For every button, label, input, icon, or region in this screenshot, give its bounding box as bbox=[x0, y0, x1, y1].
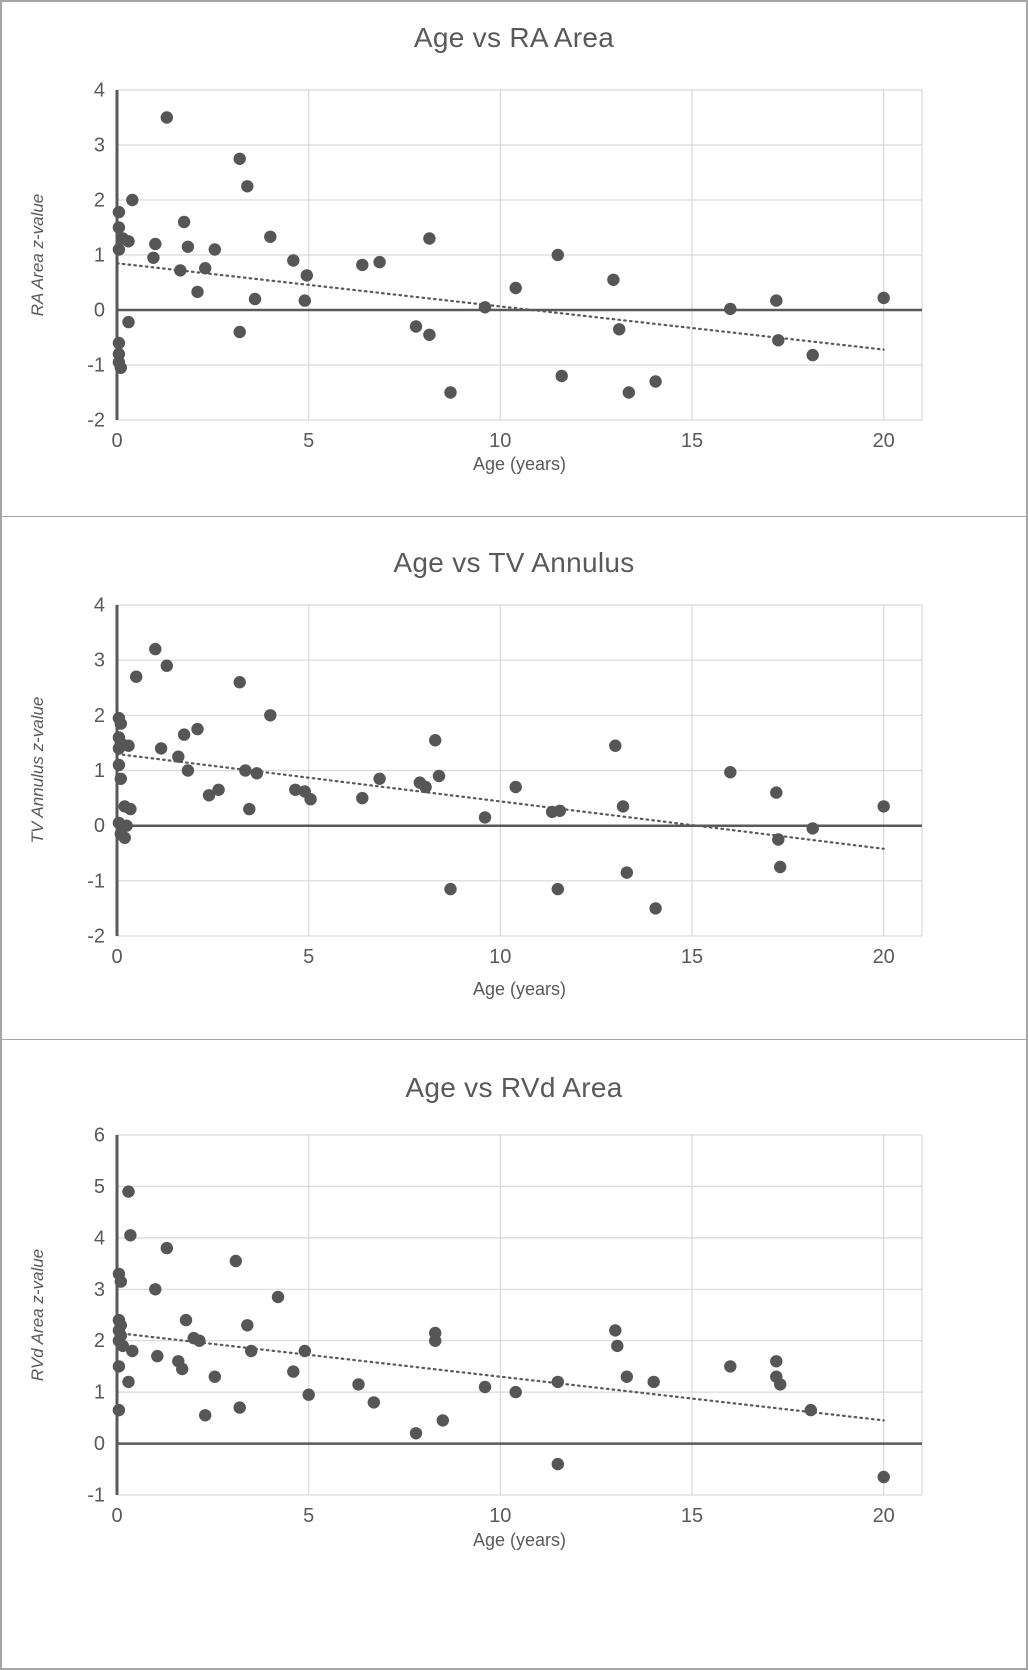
svg-text:5: 5 bbox=[303, 946, 314, 968]
svg-text:5: 5 bbox=[303, 1505, 314, 1527]
svg-text:1: 1 bbox=[94, 1382, 105, 1404]
svg-text:3: 3 bbox=[94, 1279, 105, 1301]
scatter-plot-ra-area: -2 -1 0 1 2 3 4 0 5 10 15 20 bbox=[87, 80, 923, 452]
svg-text:15: 15 bbox=[681, 946, 703, 968]
svg-text:1: 1 bbox=[94, 245, 105, 267]
scatter-plot-tv-annulus: -2 -1 0 1 2 3 4 0 5 10 15 20 bbox=[87, 595, 923, 968]
svg-text:6: 6 bbox=[94, 1125, 105, 1147]
x-axis-label-rvd-area: Age (years) bbox=[472, 1530, 567, 1550]
svg-text:-2: -2 bbox=[87, 926, 105, 948]
svg-text:5: 5 bbox=[303, 430, 314, 452]
svg-text:-1: -1 bbox=[87, 870, 105, 892]
svg-text:-2: -2 bbox=[87, 410, 105, 432]
svg-text:20: 20 bbox=[873, 1505, 895, 1527]
svg-text:20: 20 bbox=[873, 946, 895, 968]
chart-panel-age-vs-rvd-area: Age vs RVd Area RVd Area z-value -1 0 1 2 3 4… bbox=[2, 1040, 1026, 1666]
svg-text:-1: -1 bbox=[87, 355, 105, 377]
svg-text:0: 0 bbox=[111, 430, 122, 452]
x-axis-label-tv-annulus: Age (years) bbox=[472, 979, 567, 999]
y-axis-label-rvd-area: RVd Area z-value bbox=[28, 1248, 47, 1382]
svg-text:20: 20 bbox=[873, 430, 895, 452]
svg-text:10: 10 bbox=[489, 430, 511, 452]
chart-panel-age-vs-tv-annulus: Age vs TV Annulus TV Annulus z-value -2-… bbox=[2, 517, 1026, 1040]
svg-text:10: 10 bbox=[489, 1505, 511, 1527]
y-axis-label-ra-area: RA Area z-value bbox=[28, 193, 47, 317]
scatter-plot-rvd-area: -1 0 1 2 3 4 5 6 0 5 10 15 20 bbox=[87, 1125, 923, 1527]
svg-text:15: 15 bbox=[681, 1505, 703, 1527]
chart-title-ra-area: Age vs RA Area bbox=[413, 22, 615, 53]
svg-text:2: 2 bbox=[94, 705, 105, 727]
x-axis-label-ra-area: Age (years) bbox=[472, 454, 567, 474]
svg-text:4: 4 bbox=[94, 595, 105, 617]
chart-title-tv-annulus: Age vs TV Annulus bbox=[393, 547, 635, 578]
svg-text:15: 15 bbox=[681, 430, 703, 452]
svg-text:2: 2 bbox=[94, 1330, 105, 1352]
svg-text:4: 4 bbox=[94, 80, 105, 102]
svg-text:0: 0 bbox=[94, 815, 105, 837]
svg-text:0: 0 bbox=[94, 1433, 105, 1455]
svg-text:2: 2 bbox=[94, 190, 105, 212]
svg-text:-1: -1 bbox=[87, 1485, 105, 1507]
chart-title-rvd-area: Age vs RVd Area bbox=[405, 1072, 623, 1103]
svg-text:4: 4 bbox=[94, 1227, 105, 1249]
svg-text:0: 0 bbox=[111, 1505, 122, 1527]
svg-text:3: 3 bbox=[94, 135, 105, 157]
chart-panel-age-vs-ra-area: Age vs RA Area RA Area z-value -2 -1 0 1 2 3 4… bbox=[2, 2, 1026, 517]
svg-text:3: 3 bbox=[94, 650, 105, 672]
svg-text:10: 10 bbox=[489, 946, 511, 968]
svg-text:0: 0 bbox=[111, 946, 122, 968]
y-axis-label-tv-annulus: TV Annulus z-value bbox=[28, 696, 47, 844]
svg-text:0: 0 bbox=[94, 300, 105, 322]
svg-text:1: 1 bbox=[94, 760, 105, 782]
svg-text:5: 5 bbox=[94, 1176, 105, 1198]
